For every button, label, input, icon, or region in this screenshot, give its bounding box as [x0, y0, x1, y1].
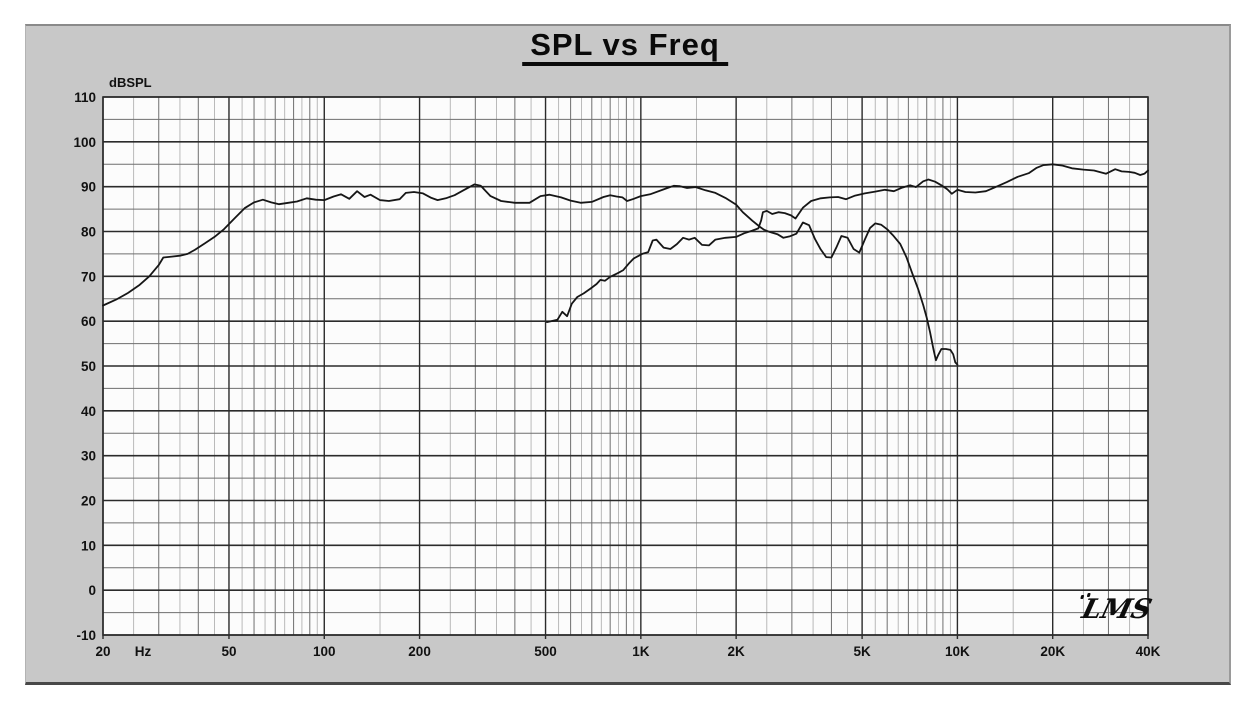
- y-tick-label: 50: [81, 359, 96, 374]
- lms-logo-text: LMS: [1078, 594, 1155, 625]
- x-tick-label: 50: [221, 644, 236, 659]
- x-tick-label: 10K: [945, 644, 970, 659]
- y-tick-label: 40: [81, 404, 96, 419]
- chart-title: SPL vs Freq: [522, 28, 728, 66]
- x-tick-label: 20K: [1040, 644, 1065, 659]
- x-axis-unit-label: Hz: [135, 644, 152, 659]
- y-tick-label: 90: [81, 180, 96, 195]
- x-tick-label: 1K: [632, 644, 650, 659]
- grid: [102, 96, 1149, 636]
- lms-logo: LMS: [1078, 593, 1155, 628]
- y-tick-label: 80: [81, 225, 96, 240]
- low-frequency-driver-curve: [102, 183, 959, 366]
- y-tick-label: 70: [81, 269, 96, 284]
- y-tick-label: 100: [73, 135, 96, 150]
- y-tick-label: 10: [81, 538, 96, 553]
- y-tick-label: 60: [81, 314, 96, 329]
- x-tick-label: 100: [313, 644, 336, 659]
- x-tick-label: 500: [534, 644, 557, 659]
- y-tick-label: 30: [81, 449, 96, 464]
- y-tick-label: -10: [76, 628, 96, 643]
- x-axis-labels: 20 50 100 200 500 1K 2K 5K 10K 20K 40K Hz: [95, 635, 1161, 659]
- x-tick-label: 40K: [1136, 644, 1161, 659]
- x-tick-label: 2K: [728, 644, 746, 659]
- y-axis-unit-label: dBSPL: [109, 75, 152, 90]
- x-tick-label: 5K: [853, 644, 871, 659]
- y-tick-label: 110: [74, 90, 96, 105]
- x-tick-label: 20: [95, 644, 110, 659]
- y-tick-label: 0: [88, 583, 96, 598]
- high-frequency-driver-curve: [546, 163, 1149, 324]
- x-tick-label: 200: [408, 644, 431, 659]
- y-tick-label: 20: [81, 494, 96, 509]
- curves: [102, 163, 1149, 366]
